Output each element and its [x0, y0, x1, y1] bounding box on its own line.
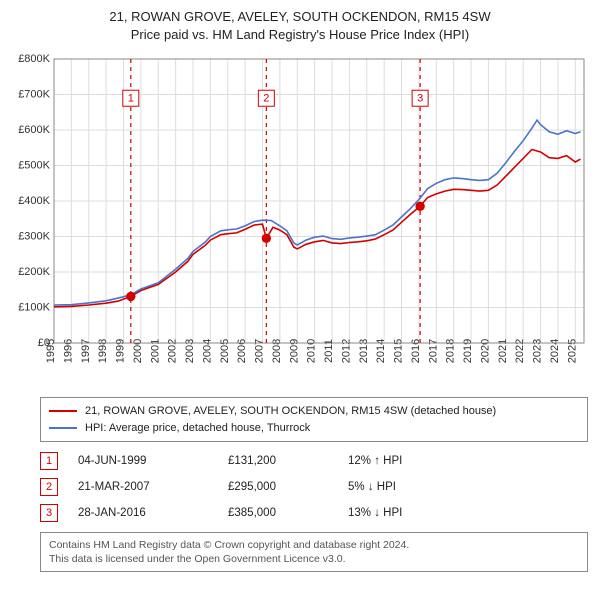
svg-text:2022: 2022 [514, 339, 526, 363]
svg-text:1: 1 [128, 93, 134, 105]
transaction-row: 1 04-JUN-1999£131,20012% ↑ HPI [40, 448, 588, 474]
svg-text:2000: 2000 [132, 339, 144, 363]
svg-text:2005: 2005 [219, 339, 231, 363]
svg-text:2013: 2013 [358, 339, 370, 363]
transaction-delta: 12% ↑ HPI [348, 455, 468, 467]
legend-swatch [49, 410, 77, 412]
svg-text:2008: 2008 [271, 339, 283, 363]
svg-text:£200K: £200K [18, 266, 50, 278]
svg-text:2006: 2006 [236, 339, 248, 363]
legend-row: 21, ROWAN GROVE, AVELEY, SOUTH OCKENDON,… [49, 403, 579, 420]
svg-text:2017: 2017 [427, 339, 439, 363]
legend-label: 21, ROWAN GROVE, AVELEY, SOUTH OCKENDON,… [85, 403, 496, 420]
svg-text:£500K: £500K [18, 160, 50, 172]
svg-text:2002: 2002 [167, 339, 179, 363]
svg-text:£300K: £300K [18, 231, 50, 243]
svg-text:1997: 1997 [80, 339, 92, 363]
chart-container: 21, ROWAN GROVE, AVELEY, SOUTH OCKENDON,… [0, 0, 600, 572]
svg-text:1998: 1998 [97, 339, 109, 363]
chart-plot: £0£100K£200K£300K£400K£500K£600K£700K£80… [10, 51, 590, 391]
transaction-price: £385,000 [228, 507, 348, 519]
svg-text:2019: 2019 [462, 339, 474, 363]
svg-text:£100K: £100K [18, 302, 50, 314]
transaction-date: 04-JUN-1999 [78, 455, 228, 467]
transaction-date: 21-MAR-2007 [78, 481, 228, 493]
svg-text:2007: 2007 [254, 339, 266, 363]
svg-text:2020: 2020 [479, 339, 491, 363]
svg-text:2012: 2012 [340, 339, 352, 363]
footer-line-2: This data is licensed under the Open Gov… [49, 552, 579, 566]
svg-text:£800K: £800K [18, 53, 50, 65]
transaction-index: 1 [40, 452, 58, 470]
legend-label: HPI: Average price, detached house, Thur… [85, 420, 310, 437]
transaction-delta: 13% ↓ HPI [348, 507, 468, 519]
transaction-price: £131,200 [228, 455, 348, 467]
svg-text:2015: 2015 [393, 339, 405, 363]
title-block: 21, ROWAN GROVE, AVELEY, SOUTH OCKENDON,… [0, 0, 600, 47]
transaction-delta: 5% ↓ HPI [348, 481, 468, 493]
svg-text:£400K: £400K [18, 195, 50, 207]
title-line-1: 21, ROWAN GROVE, AVELEY, SOUTH OCKENDON,… [10, 8, 590, 26]
transaction-row: 2 21-MAR-2007£295,0005% ↓ HPI [40, 474, 588, 500]
svg-text:2009: 2009 [288, 339, 300, 363]
transaction-row: 3 28-JAN-2016£385,00013% ↓ HPI [40, 500, 588, 526]
footer-line-1: Contains HM Land Registry data © Crown c… [49, 538, 579, 552]
svg-text:1996: 1996 [62, 339, 74, 363]
svg-text:2: 2 [263, 93, 269, 105]
svg-text:1999: 1999 [115, 339, 127, 363]
svg-text:2021: 2021 [497, 339, 509, 363]
svg-text:3: 3 [417, 93, 423, 105]
legend: 21, ROWAN GROVE, AVELEY, SOUTH OCKENDON,… [40, 397, 588, 442]
svg-text:2014: 2014 [375, 339, 387, 363]
svg-text:2023: 2023 [532, 339, 544, 363]
svg-text:£700K: £700K [18, 89, 50, 101]
title-line-2: Price paid vs. HM Land Registry's House … [10, 26, 590, 44]
footer-attribution: Contains HM Land Registry data © Crown c… [40, 532, 588, 572]
svg-text:2003: 2003 [184, 339, 196, 363]
svg-text:£600K: £600K [18, 124, 50, 136]
transaction-index: 2 [40, 478, 58, 496]
legend-row: HPI: Average price, detached house, Thur… [49, 420, 579, 437]
chart-svg: £0£100K£200K£300K£400K£500K£600K£700K£80… [10, 51, 590, 391]
svg-text:2010: 2010 [306, 339, 318, 363]
transaction-index: 3 [40, 504, 58, 522]
svg-text:2001: 2001 [149, 339, 161, 363]
svg-text:2025: 2025 [566, 339, 578, 363]
svg-text:2018: 2018 [445, 339, 457, 363]
svg-text:2024: 2024 [549, 339, 561, 363]
transaction-table: 1 04-JUN-1999£131,20012% ↑ HPI 2 21-MAR-200… [40, 448, 588, 526]
svg-text:2004: 2004 [201, 339, 213, 363]
transaction-price: £295,000 [228, 481, 348, 493]
svg-text:1995: 1995 [45, 339, 57, 363]
transaction-date: 28-JAN-2016 [78, 507, 228, 519]
legend-swatch [49, 427, 77, 429]
